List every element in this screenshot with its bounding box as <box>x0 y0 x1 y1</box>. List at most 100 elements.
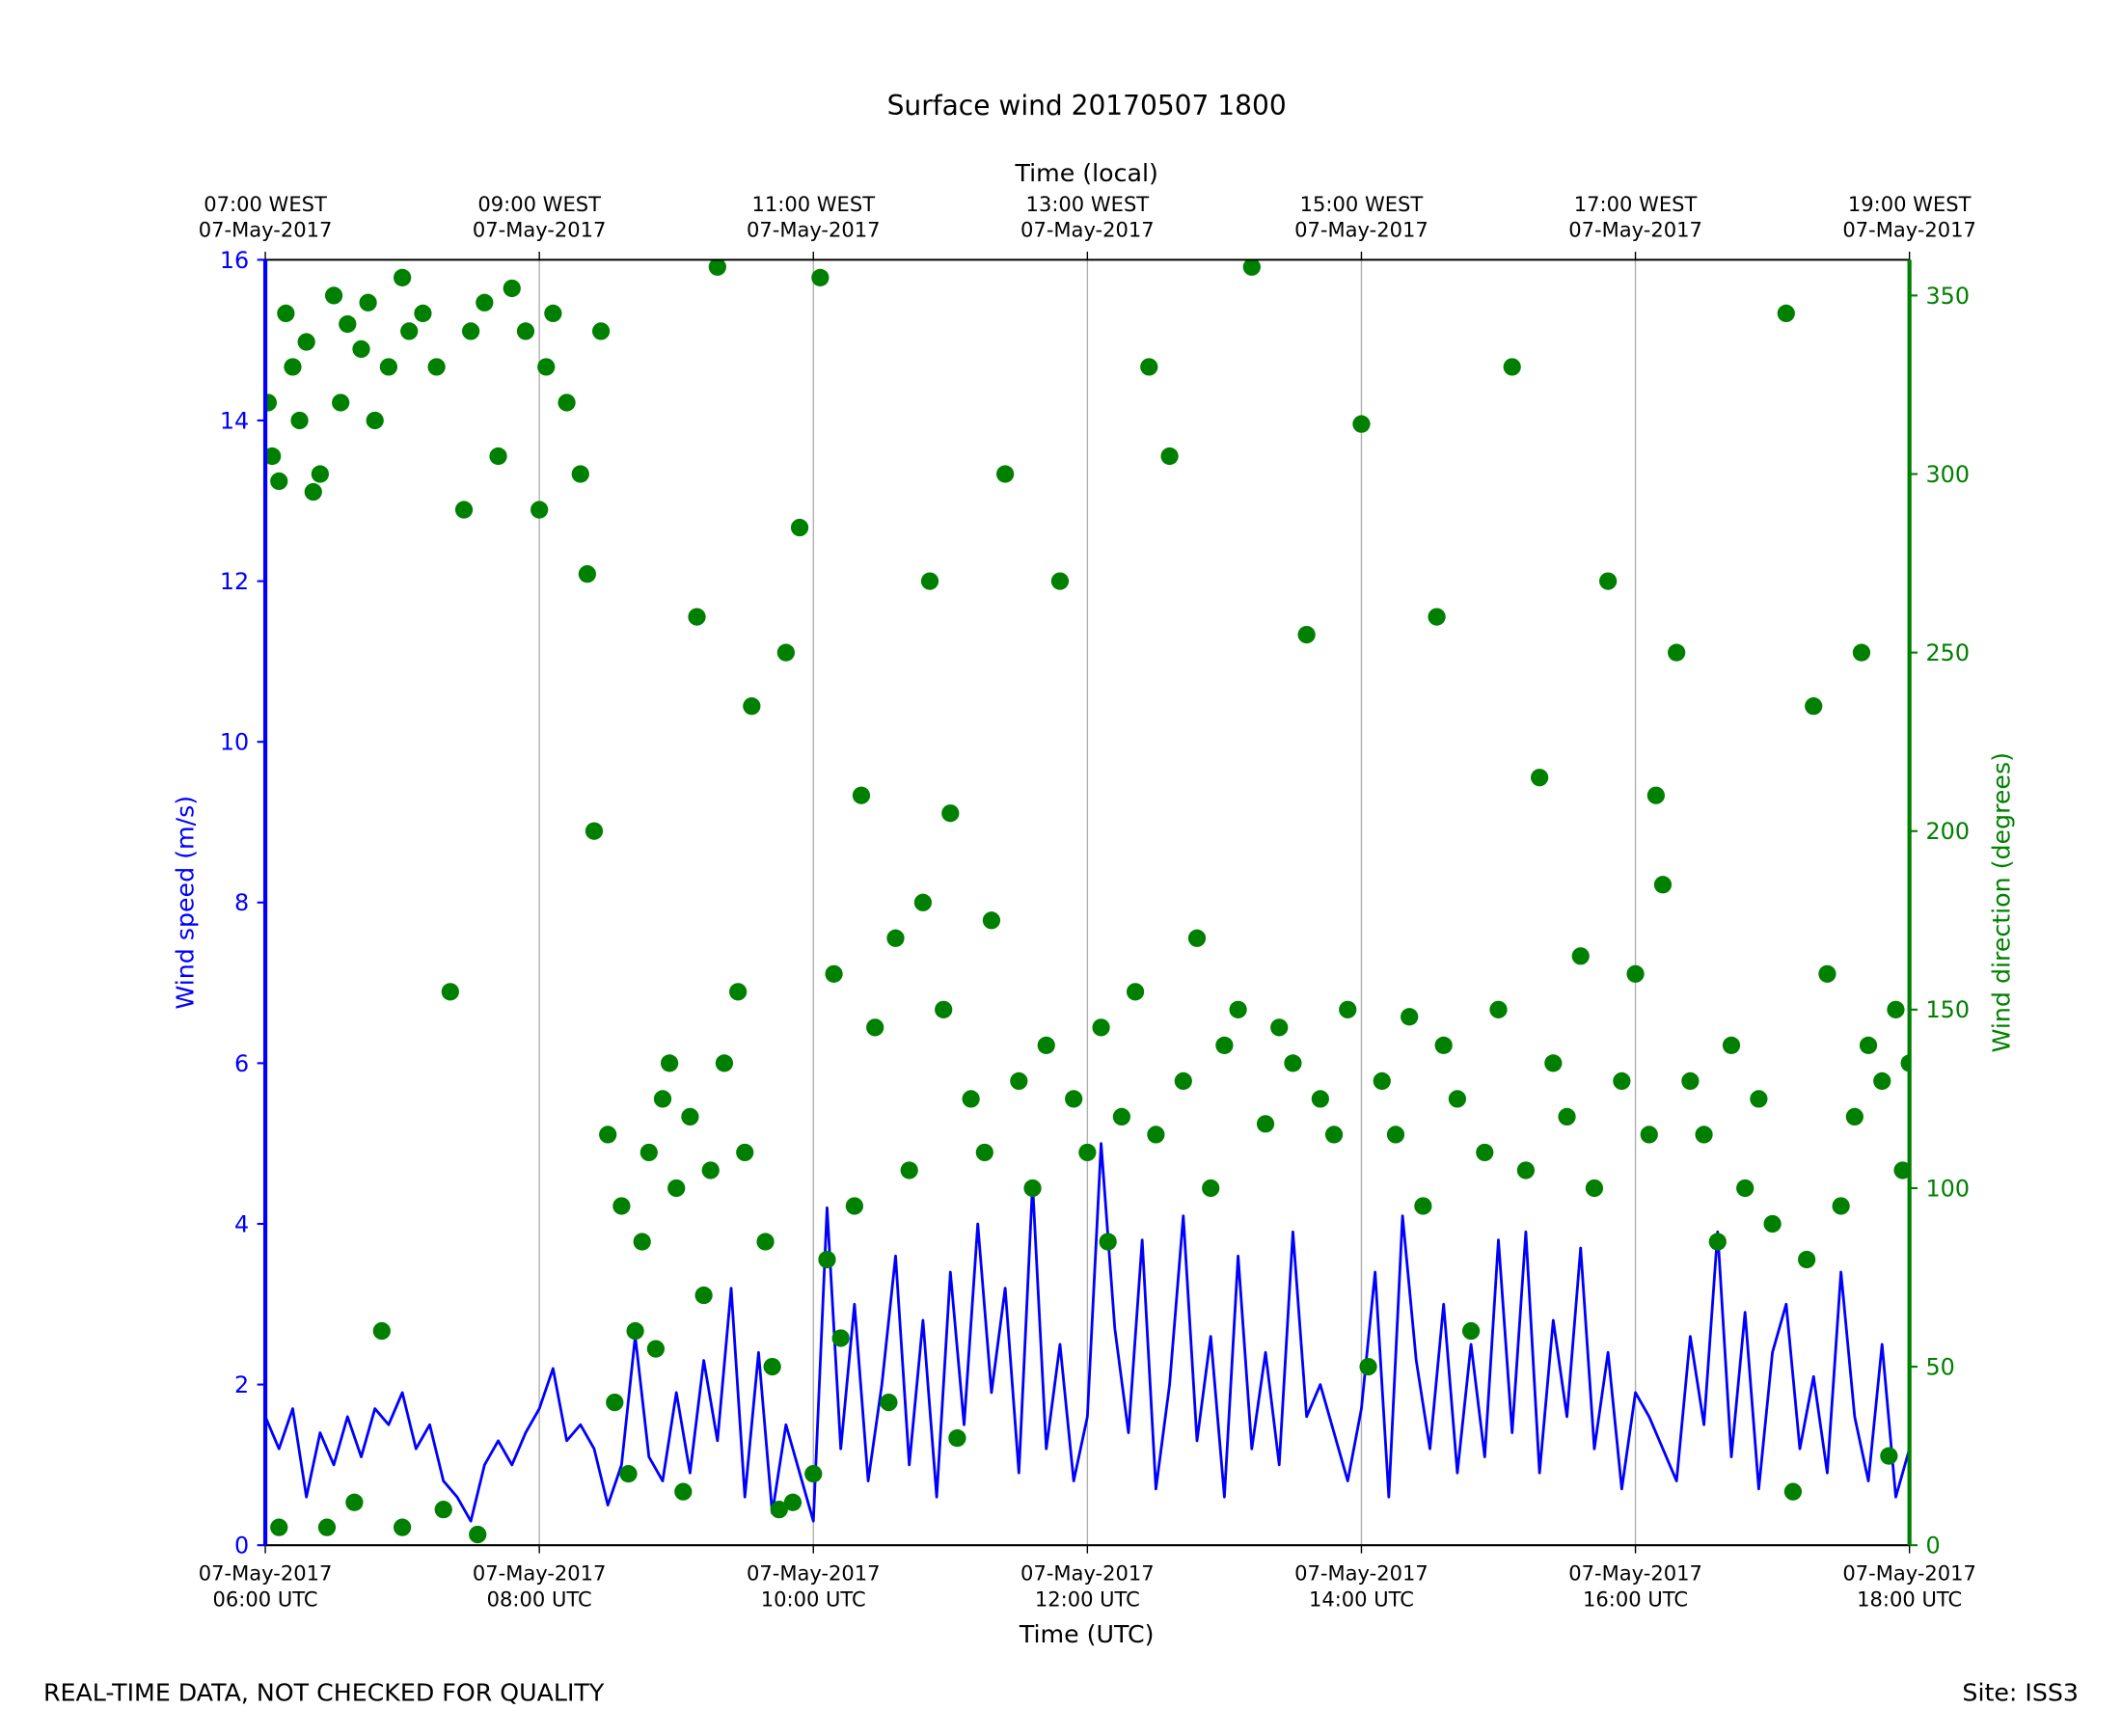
wind-direction-point <box>339 314 357 334</box>
wind-direction-point <box>1777 304 1795 323</box>
wind-direction-point <box>516 322 535 340</box>
wind-direction-point <box>886 929 905 947</box>
wind-direction-point <box>1126 983 1145 1001</box>
y-tick-label: 14 <box>220 407 249 434</box>
wind-direction-point <box>1832 1197 1850 1215</box>
wind-direction-point <box>825 964 843 983</box>
y-tick-label: 10 <box>220 729 249 756</box>
wind-direction-point <box>1112 1107 1130 1126</box>
wind-direction-point <box>1147 1126 1165 1144</box>
wind-direction-point <box>1845 1107 1864 1126</box>
wind-direction-point <box>393 1518 412 1536</box>
wind-direction-point <box>1215 1036 1234 1054</box>
x2-tick-label: 19:00 WEST 07-May-2017 <box>1842 192 1976 242</box>
x-tick-label: 07-May-2017 18:00 UTC <box>1842 1561 1976 1612</box>
wind-direction-point <box>1900 1054 1910 1072</box>
wind-direction-point <box>1339 1000 1357 1018</box>
wind-direction-point <box>1476 1143 1494 1162</box>
wind-direction-point <box>996 465 1015 483</box>
x-tick-label: 07-May-2017 06:00 UTC <box>199 1561 333 1612</box>
x-tick-label: 07-May-2017 12:00 UTC <box>1020 1561 1155 1612</box>
wind-direction-point <box>571 465 589 483</box>
wind-direction-point <box>982 911 1001 930</box>
wind-direction-point <box>578 565 596 583</box>
wind-direction-point <box>1065 1090 1083 1108</box>
wind-direction-point <box>270 1518 288 1536</box>
wind-direction-point <box>489 447 507 466</box>
wind-direction-point <box>400 322 419 340</box>
wind-direction-point <box>743 697 761 716</box>
y2-tick-label: 150 <box>1925 996 1970 1023</box>
wind-direction-point <box>639 1143 658 1162</box>
wind-direction-point <box>715 1054 734 1072</box>
wind-direction-point <box>920 572 939 590</box>
wind-direction-point <box>476 293 494 312</box>
wind-direction-point <box>776 643 795 662</box>
x2-axis-label: Time (local) <box>1014 159 1157 187</box>
wind-direction-point <box>1571 947 1590 965</box>
wind-direction-point <box>1873 1071 1891 1091</box>
wind-direction-point <box>469 1525 487 1544</box>
wind-direction-point <box>1401 1008 1419 1026</box>
wind-direction-point <box>1859 1036 1878 1054</box>
y2-axis-label: Wind direction (degrees) <box>1987 752 2015 1053</box>
wind-direction-point <box>332 393 350 412</box>
wind-direction-point <box>626 1321 644 1341</box>
wind-direction-point <box>667 1179 686 1198</box>
wind-direction-point <box>975 1143 993 1162</box>
wind-direction-point <box>434 1501 452 1519</box>
wind-direction-point <box>414 304 432 323</box>
wind-direction-point <box>1448 1090 1467 1108</box>
y-tick-label: 2 <box>234 1371 249 1398</box>
wind-direction-point <box>1428 608 1446 626</box>
wind-direction-point <box>290 411 309 430</box>
wind-direction-point <box>1023 1179 1042 1198</box>
wind-direction-point <box>612 1197 631 1215</box>
x2-tick-label: 17:00 WEST 07-May-2017 <box>1568 192 1702 242</box>
y-tick-label: 8 <box>234 889 249 916</box>
wind-direction-point <box>537 358 556 376</box>
wind-direction-point <box>393 268 412 286</box>
wind-direction-point <box>427 358 446 376</box>
y2-tick-label: 350 <box>1925 283 1970 310</box>
wind-direction-point <box>1311 1090 1329 1108</box>
wind-direction-point <box>1681 1071 1700 1091</box>
wind-speed-line <box>265 1142 1910 1523</box>
wind-direction-point <box>585 822 604 840</box>
wind-direction-point <box>880 1393 898 1412</box>
wind-direction-point <box>284 358 302 376</box>
wind-direction-point <box>1783 1482 1803 1501</box>
footer-right: Site: ISS3 <box>1962 1679 2079 1707</box>
wind-direction-point <box>1585 1179 1604 1198</box>
wind-direction-point <box>1037 1036 1055 1054</box>
wind-direction-point <box>1763 1214 1782 1234</box>
wind-direction-point <box>1695 1126 1713 1144</box>
wind-direction-point <box>1798 1250 1816 1269</box>
wind-direction-point <box>454 501 474 519</box>
wind-direction-point <box>1893 1161 1910 1180</box>
wind-direction-point <box>441 983 459 1001</box>
wind-direction-point <box>359 293 377 312</box>
y2-tick-label: 100 <box>1925 1175 1970 1202</box>
wind-direction-point <box>681 1107 699 1126</box>
wind-direction-point <box>558 393 576 412</box>
wind-direction-point <box>831 1329 850 1347</box>
wind-direction-point <box>790 518 809 537</box>
wind-direction-point <box>701 1161 720 1180</box>
y-tick-label: 12 <box>220 568 249 595</box>
wind-direction-point <box>941 804 960 823</box>
x-tick-label: 07-May-2017 14:00 UTC <box>1294 1561 1428 1612</box>
wind-direction-point <box>1099 1233 1117 1251</box>
wind-direction-point <box>1386 1126 1405 1144</box>
wind-direction-point <box>729 983 748 1001</box>
wind-direction-point <box>270 472 288 491</box>
wind-direction-point <box>591 322 611 340</box>
wind-direction-point <box>736 1143 754 1162</box>
wind-direction-point <box>1489 1000 1508 1018</box>
wind-direction-point <box>1805 697 1823 716</box>
wind-direction-point <box>1434 1036 1453 1054</box>
wind-direction-point <box>606 1393 624 1412</box>
wind-direction-point <box>1461 1321 1481 1341</box>
